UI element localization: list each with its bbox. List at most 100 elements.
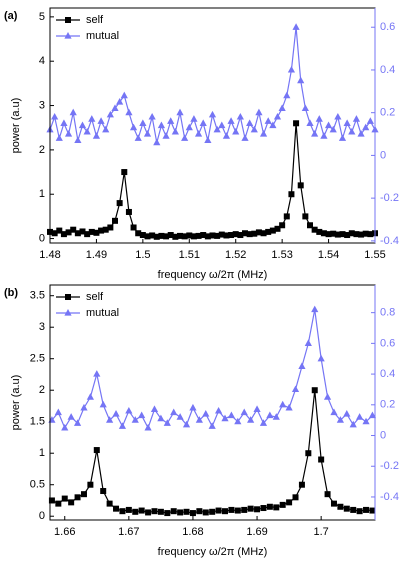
marker [259,130,268,137]
marker [260,505,267,512]
x-tick-label: 1.66 [54,526,75,538]
marker [208,422,216,429]
marker [334,231,341,238]
marker [196,508,203,515]
y-tick-label: 1 [39,447,45,459]
marker [288,191,295,198]
marker [189,510,196,517]
marker [279,222,286,229]
marker [221,414,229,422]
marker [138,507,145,514]
marker [301,104,309,112]
marker [148,112,156,120]
y-tick-label: 3 [39,99,45,111]
y-tick-label: 4 [39,55,45,67]
marker [125,506,132,513]
marker [348,127,356,135]
marker [61,495,68,502]
marker [202,410,210,417]
marker [297,182,304,189]
y2-tick-label: -0.2 [380,460,399,472]
marker [362,417,370,425]
marker [64,309,72,316]
marker [170,508,177,515]
marker [362,123,370,131]
legend-label: mutual [86,307,119,319]
marker [311,226,318,233]
marker [163,233,170,240]
marker [292,23,300,30]
marker [366,117,374,124]
marker [132,508,139,515]
marker [170,408,178,416]
marker [330,500,337,507]
marker [118,422,127,429]
marker [362,230,369,237]
y-tick-label: 2 [39,384,45,396]
x-tick-label: 1.53 [271,249,292,261]
y2-tick-label: 0.6 [380,337,395,349]
marker [135,230,142,237]
marker [139,232,146,239]
marker [311,387,318,394]
marker [125,108,133,116]
marker [237,232,244,239]
marker [330,408,338,416]
marker [157,508,164,515]
marker [283,213,290,220]
x-tick-label: 1.67 [118,526,139,538]
marker [60,119,68,126]
marker [269,227,276,234]
y-tick-label: 1.5 [30,416,45,428]
marker [266,411,274,419]
marker [116,200,123,207]
marker [106,500,113,507]
y2-tick-label: 0.8 [380,307,395,319]
marker [138,411,146,419]
marker [149,232,156,239]
marker [325,231,332,238]
marker [74,136,82,144]
marker [291,385,300,393]
plot-frame [49,7,376,244]
marker [228,506,235,513]
marker [343,505,350,512]
y-tick-label: 2 [39,144,45,156]
y2-tick-label: 0.6 [380,21,395,33]
marker [255,229,262,236]
marker [311,130,319,137]
y2-tick-label: 0 [380,429,386,441]
marker [232,231,239,238]
marker [68,499,75,506]
marker [172,233,179,240]
marker [349,420,357,428]
marker [202,509,209,516]
marker [287,65,296,73]
marker [227,411,236,419]
marker [344,232,351,239]
x-tick-label: 1.49 [86,249,107,261]
marker [214,232,221,239]
x-tick-label: 1.5 [135,249,150,261]
marker [209,232,216,239]
marker [222,132,231,139]
marker [336,416,344,423]
marker [78,121,87,129]
marker [194,130,203,137]
marker [200,232,207,239]
marker [87,481,94,488]
marker [176,108,184,116]
marker [181,134,189,141]
marker [228,232,235,239]
marker [65,294,71,300]
marker [352,115,361,122]
marker [214,406,223,414]
marker [234,507,241,514]
marker [164,510,171,517]
marker [234,417,242,425]
marker [338,134,347,141]
marker [64,130,73,137]
marker [97,117,105,124]
y-axis-label: power (a.u) [10,375,22,431]
